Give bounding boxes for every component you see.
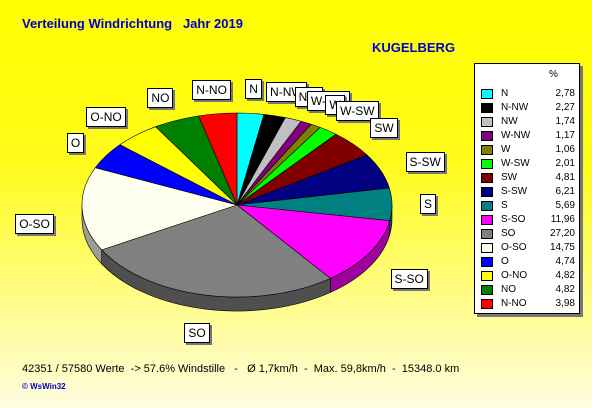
pie-slice-n-no [198,112,238,206]
legend-value: 2,01 [555,158,575,169]
legend-swatch [481,131,493,141]
station-name: KUGELBERG [372,40,456,55]
legend-swatch [481,117,493,127]
legend-item: N-NW 2,27 [481,102,575,114]
legend-value: 4,82 [555,284,575,295]
legend-value: 4,82 [555,270,575,281]
legend-swatch [481,215,493,225]
legend-name: W-NW [501,130,531,141]
legend-swatch [481,271,493,281]
pie-slice-s-so [235,204,391,279]
legend-name: S-SO [501,214,526,225]
pie-slice-so [101,204,332,298]
legend-swatch [481,257,493,267]
legend-swatch [481,89,493,99]
legend-value: 4,74 [555,256,575,267]
legend-item: S-SW 6,21 [481,186,575,198]
legend-item: W 1,06 [481,144,575,156]
legend-item: W-NW 1,17 [481,130,575,142]
legend-value: 3,98 [555,298,575,309]
legend-item: O 4,74 [481,256,575,268]
slice-label-s-so: S-SO [390,269,428,290]
legend-value: 2,27 [555,102,575,113]
legend-swatch [481,285,493,295]
slice-label-s: S [419,194,436,215]
slice-label-so: SO [184,322,210,343]
legend-swatch [481,299,493,309]
legend-value: 6,21 [555,186,575,197]
legend-item: S 5,69 [481,200,575,212]
legend-name: NW [501,116,518,127]
legend-item: NW 1,74 [481,116,575,128]
copyright-note: © WsWin32 [22,382,66,391]
legend-name: W-SW [501,158,530,169]
legend-name: NO [501,284,516,295]
legend-name: W [501,144,511,155]
legend-item: N 2,78 [481,88,575,100]
legend-swatch [481,103,493,113]
legend-item: NO 4,82 [481,284,575,296]
slice-label-n-no: N-NO [192,79,231,100]
legend-value: 14,75 [549,242,575,253]
legend-name: SO [501,228,516,239]
legend-value: 11,96 [550,214,575,225]
legend-item: O-SO 14,75 [481,242,575,254]
legend-name: SW [501,172,518,183]
legend-name: N-NO [501,298,527,309]
legend-name: O-SO [501,242,527,253]
legend-value: 1,06 [555,144,575,155]
pie-slices [81,112,393,298]
legend-item: O-NO 4,82 [481,270,575,282]
legend-value: 1,74 [555,116,575,127]
legend-swatch [481,145,493,155]
legend-value: 4,81 [555,172,575,183]
legend-swatch [481,229,493,239]
legend-item: N-NO 3,98 [481,298,575,310]
legend-value: 2,78 [555,88,575,99]
legend-name: S-SW [501,186,528,197]
legend-item: SO 27,20 [481,228,575,240]
legend-swatch [481,201,493,211]
slice-label-n: N [245,79,262,100]
slice-label-w-sw: W-SW [336,101,379,122]
legend-swatch [481,159,493,169]
slice-label-o-no: O-NO [86,106,126,127]
slice-label-sw: SW [370,117,398,138]
legend-item: W-SW 2,01 [481,158,575,170]
legend-percent-header: % [549,69,558,80]
legend-name: N [501,88,509,99]
legend: % N 2,78 N-NW 2,27 NW 1,74 W-NW 1,17 W 1,06 W-SW 2,… [474,63,580,314]
legend-swatch [481,187,493,197]
legend-value: 1,17 [555,130,575,141]
legend-value: 27,20 [549,228,575,239]
legend-value: 5,69 [555,200,575,211]
legend-name: O [501,256,509,267]
pie-slice-o-so [81,167,239,251]
slice-label-o-so: O-SO [15,214,54,235]
legend-item: S-SO 11,96 [481,214,575,226]
legend-swatch [481,243,493,253]
legend-name: O-NO [501,270,528,281]
slice-label-s-sw: S-SW [405,151,445,172]
footer-stats: 42351 / 57580 Werte -> 57.6% Windstille … [22,363,460,375]
legend-name: N-NW [501,102,529,113]
slice-label-o: O [66,132,85,153]
legend-name: S [501,200,508,211]
legend-item: SW 4,81 [481,172,575,184]
legend-swatch [481,173,493,183]
chart-title: Verteilung Windrichtung Jahr 2019 [22,16,243,31]
slice-label-no: NO [147,88,174,109]
